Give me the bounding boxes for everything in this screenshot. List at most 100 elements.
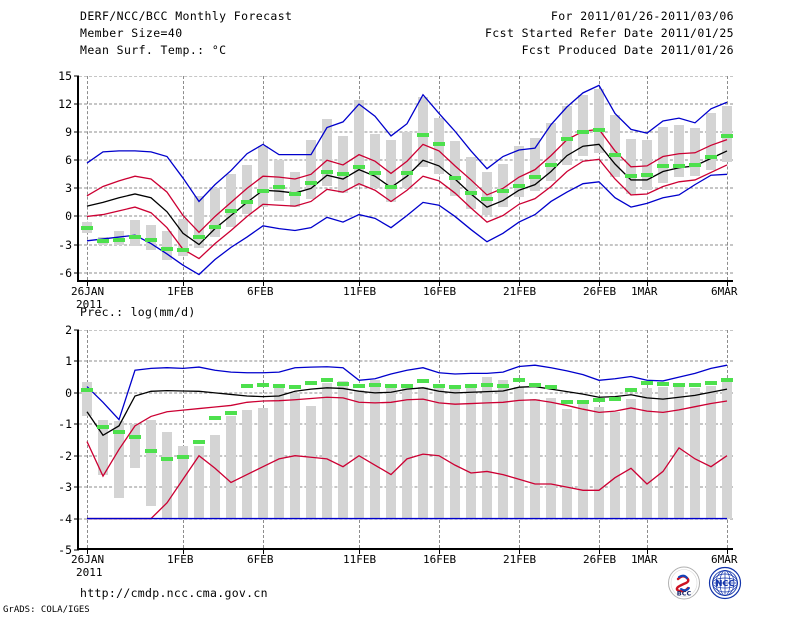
y-axis-tick-label: 0 [65, 209, 72, 224]
series-line-minimum [86, 173, 728, 276]
median-marker [608, 396, 622, 401]
median-marker [592, 398, 606, 403]
median-marker [144, 449, 158, 453]
x-gridline [727, 76, 728, 280]
temperature-unit-label: Mean Surf. Temp.: °C [80, 43, 227, 57]
ensemble-range-bar [162, 432, 172, 519]
x-axis-tick-mark [439, 549, 440, 554]
y-axis-tick-label: 0 [65, 385, 72, 400]
median-marker [128, 235, 142, 240]
median-marker [528, 383, 542, 387]
ensemble-range-bar [354, 100, 364, 187]
y-axis-tick-mark [74, 272, 79, 274]
temperature-chart-panel: 15 12 9 6 3 0 -3 -6 26JAN 2011 1FEB 6FEB 11FEB 16FEB 2… [58, 69, 737, 311]
x-axis-tick-mark [183, 281, 184, 286]
grads-credit-label: GrADS: COLA/IGES [3, 605, 90, 615]
x-axis-tick-label: 26FEB [583, 553, 617, 566]
ensemble-range-bar [354, 389, 364, 519]
ncc-logo-icon: NCC [708, 566, 742, 600]
ensemble-range-bar [130, 424, 140, 469]
ensemble-range-bar [226, 174, 236, 227]
source-url-label[interactable]: http://cmdp.ncc.cma.gov.cn [80, 586, 268, 600]
x-axis-tick-label: 1FEB [167, 553, 194, 566]
median-marker [416, 132, 430, 137]
ensemble-range-bar [210, 435, 220, 519]
x-axis-tick-label: 11FEB [343, 285, 377, 298]
ensemble-range-bar [658, 386, 668, 519]
median-marker [704, 381, 718, 386]
median-marker [592, 128, 606, 133]
ensemble-range-bar [194, 195, 204, 249]
y-axis-tick-label: -5 [58, 543, 72, 557]
median-marker [512, 378, 526, 383]
median-marker [448, 384, 462, 389]
ensemble-range-bar [578, 94, 588, 156]
y-axis-tick-label: 12 [58, 97, 72, 112]
x-axis-tick-mark [263, 281, 264, 286]
x-gridline [183, 330, 184, 548]
median-marker [496, 189, 510, 194]
median-marker [336, 382, 350, 387]
x-axis-tick-mark [599, 549, 600, 554]
forecast-start-label: Fcst Started Refer Date 2011/01/25 [484, 26, 734, 40]
svg-text:BCC: BCC [677, 590, 692, 598]
ensemble-range-bar [98, 419, 108, 475]
median-marker [544, 162, 558, 167]
x-axis-tick-mark [263, 549, 264, 554]
x-axis-tick-label: 16FEB [423, 553, 457, 566]
x-axis-tick-mark [599, 281, 600, 286]
ensemble-range-bar [658, 126, 668, 183]
temperature-plot-area [79, 76, 733, 280]
y-axis-tick-label: -1 [58, 417, 72, 432]
y-gridline [79, 187, 733, 189]
median-marker [672, 163, 686, 168]
median-marker [688, 162, 702, 167]
x-axis-tick-mark [183, 549, 184, 554]
median-marker [464, 383, 478, 388]
y-axis-tick-mark [74, 486, 79, 488]
y-axis-tick-mark [74, 518, 79, 520]
x-axis-tick-label: 11FEB [343, 553, 377, 566]
x-axis-tick-label: 6FEB [247, 553, 274, 566]
series-line-maximum [86, 84, 728, 203]
series-line-upper-quartile [86, 128, 728, 234]
precipitation-plot-area [79, 330, 733, 548]
median-marker [112, 430, 126, 435]
median-marker [224, 208, 238, 213]
median-marker [496, 383, 510, 388]
median-marker [400, 383, 414, 388]
member-size-label: Member Size=40 [80, 26, 183, 40]
median-marker [640, 381, 654, 386]
median-marker [528, 175, 542, 180]
median-marker [288, 191, 302, 196]
median-marker [208, 224, 222, 229]
ensemble-range-bar [690, 127, 700, 177]
ensemble-range-bar [322, 382, 332, 519]
series-line-lower-quartile [86, 396, 728, 478]
median-marker [560, 136, 574, 141]
ensemble-range-bar [322, 119, 332, 187]
ensemble-range-bar [370, 380, 380, 519]
ensemble-range-bar [242, 164, 252, 214]
median-marker [576, 400, 590, 405]
forecast-produced-label: Fcst Produced Date 2011/01/26 [521, 43, 734, 57]
y-axis-tick-mark [74, 455, 79, 457]
median-marker [416, 378, 430, 383]
median-marker [80, 387, 94, 392]
x-gridline [599, 76, 600, 280]
y-gridline [79, 244, 733, 246]
median-marker [624, 387, 638, 392]
series-line-minimum-spread [87, 446, 728, 520]
median-marker [96, 425, 110, 430]
forecast-period-label: For 2011/01/26-2011/03/06 [550, 9, 734, 23]
y-axis-tick-label: 15 [58, 69, 72, 83]
ensemble-range-bar [514, 386, 524, 519]
ensemble-range-bar [514, 146, 524, 197]
ensemble-range-bar [274, 387, 284, 519]
x-axis-tick-label: 6FEB [247, 285, 274, 298]
x-axis-tick-label: 26JAN [71, 553, 105, 566]
ensemble-range-bar [530, 399, 540, 519]
y-axis-tick-label: 1 [65, 354, 72, 369]
ensemble-range-bar [114, 421, 124, 499]
median-marker [96, 238, 110, 243]
